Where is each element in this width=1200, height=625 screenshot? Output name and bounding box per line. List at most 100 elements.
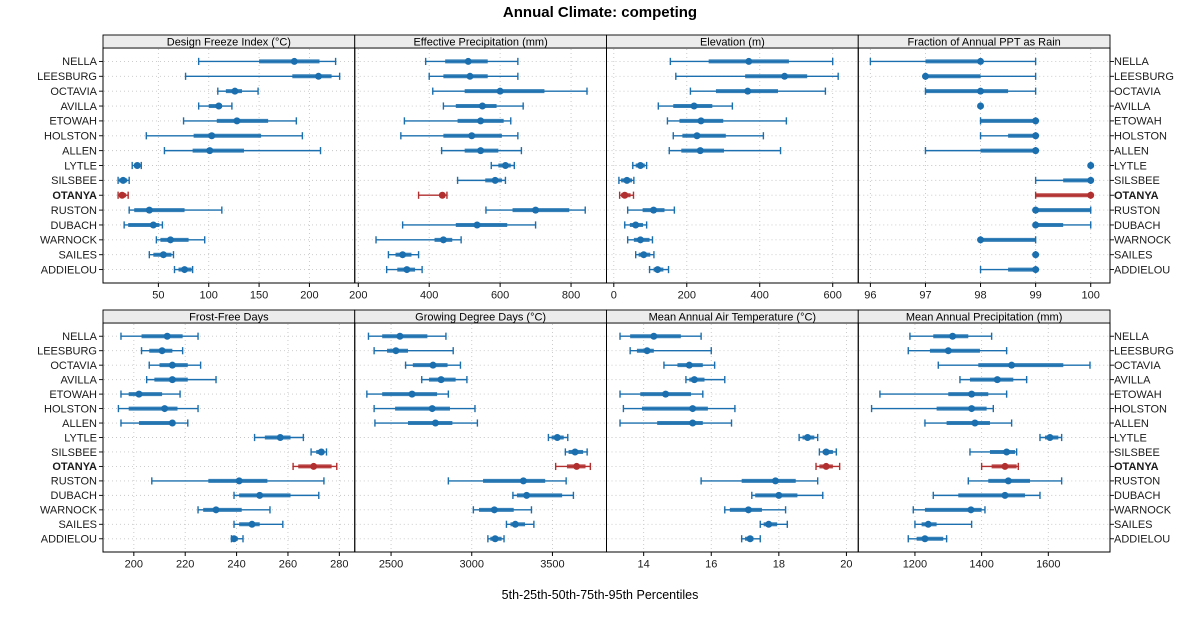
median-dot: [689, 419, 697, 427]
percentile-row-leesburg: [921, 72, 1037, 80]
axis-tick-label: 16: [705, 559, 717, 571]
station-label-left: OCTAVIA: [50, 360, 97, 372]
percentile-row-holston: [870, 404, 994, 413]
percentile-row-sailes: [1032, 251, 1040, 259]
percentile-row-silsbee: [564, 448, 588, 456]
station-label-right: NELLA: [1114, 56, 1150, 68]
percentile-row-nella: [669, 57, 834, 66]
station-label-right: WARNOCK: [1114, 505, 1172, 517]
percentile-row-avilla: [442, 102, 524, 110]
strip-title: Effective Precipitation (mm): [413, 37, 547, 49]
median-dot: [491, 176, 499, 184]
median-dot: [573, 462, 581, 470]
station-label-left: ALLEN: [62, 418, 97, 430]
percentile-row-ruston: [626, 206, 676, 214]
strip-title: Mean Annual Air Temperature (°C): [649, 312, 816, 324]
station-label-left: LYTLE: [64, 160, 97, 172]
median-dot: [804, 434, 812, 441]
percentile-row-otanya: [417, 191, 448, 199]
station-label-left: ETOWAH: [49, 389, 97, 401]
axis-tick-label: 100: [1082, 290, 1100, 302]
median-dot: [690, 102, 698, 110]
median-dot: [1032, 206, 1040, 214]
median-dot: [276, 434, 284, 441]
median-dot: [745, 57, 753, 65]
percentile-row-allen: [924, 419, 1013, 427]
percentile-row-warnock: [912, 506, 986, 514]
percentile-row-leesburg: [907, 347, 1008, 355]
median-dot: [1004, 477, 1012, 485]
median-dot: [208, 132, 216, 140]
station-label-left: WARNOCK: [40, 505, 98, 517]
station-label-right: NELLA: [1114, 331, 1150, 343]
axis-tick-label: 200: [300, 290, 318, 302]
median-dot: [473, 221, 481, 229]
station-label-right: LYTLE: [1114, 432, 1147, 444]
percentile-row-leesburg: [428, 72, 519, 80]
median-dot: [781, 72, 789, 80]
percentile-row-sailes: [634, 251, 655, 259]
percentile-row-lytle: [1087, 161, 1095, 170]
percentile-row-sailes: [233, 520, 284, 528]
percentile-row-etowah: [619, 390, 704, 398]
median-dot: [523, 491, 531, 499]
median-dot: [690, 376, 698, 384]
median-dot: [944, 347, 952, 355]
axis-tick-label: 600: [491, 290, 509, 302]
percentile-row-sailes: [148, 251, 175, 259]
percentile-row-warnock: [724, 506, 787, 514]
median-dot: [643, 347, 651, 355]
median-dot: [636, 162, 644, 169]
percentile-row-etowah: [403, 117, 512, 125]
percentile-row-dubach: [512, 491, 575, 499]
station-label-right: SAILES: [1114, 250, 1153, 262]
median-dot: [428, 405, 436, 413]
axis-tick-label: 0: [611, 290, 617, 302]
percentile-row-warnock: [375, 236, 462, 244]
axis-tick-label: 260: [279, 559, 297, 571]
percentile-row-holston: [373, 404, 476, 413]
median-dot: [119, 176, 127, 184]
median-dot: [477, 147, 485, 155]
median-dot: [977, 87, 985, 95]
percentile-row-etowah: [120, 390, 181, 398]
station-label-left: OTANYA: [52, 461, 97, 473]
station-label-left: DUBACH: [51, 490, 98, 502]
station-label-right: HOLSTON: [1114, 403, 1167, 415]
percentile-row-allen: [619, 419, 733, 427]
percentile-row-otanya: [117, 191, 129, 199]
percentile-row-warnock: [197, 506, 271, 514]
median-dot: [212, 506, 220, 514]
percentile-row-addielou: [648, 265, 670, 274]
strip-header: [857, 34, 1111, 49]
percentile-row-octavia: [404, 361, 462, 369]
median-dot: [230, 535, 238, 543]
median-dot: [496, 87, 504, 95]
percentile-row-warnock: [626, 236, 654, 244]
percentile-row-holston: [145, 132, 304, 140]
station-label-left: DUBACH: [51, 220, 98, 232]
percentile-row-dubach: [624, 221, 648, 229]
median-dot: [118, 191, 126, 199]
percentile-row-octavia: [432, 87, 588, 95]
station-label-left: LEESBURG: [37, 71, 97, 83]
median-dot: [744, 506, 752, 514]
median-dot: [439, 236, 447, 244]
axis-tick-label: 96: [864, 290, 876, 302]
axis-caption: 5th-25th-50th-75th-95th Percentiles: [501, 588, 699, 602]
axis-tick-label: 3500: [540, 559, 564, 571]
percentile-row-silsbee: [618, 176, 635, 184]
percentile-row-lytle: [798, 433, 819, 442]
station-label-left: NELLA: [62, 331, 98, 343]
percentile-row-addielou: [385, 265, 423, 274]
median-dot: [977, 57, 985, 65]
median-dot: [163, 332, 171, 340]
percentile-row-ruston: [700, 477, 819, 485]
median-dot: [490, 506, 498, 514]
median-dot: [256, 491, 264, 499]
percentile-row-etowah: [666, 117, 788, 125]
axis-tick-label: 98: [974, 290, 986, 302]
station-label-left: ADDIELOU: [41, 264, 97, 276]
percentile-row-sailes: [759, 520, 788, 528]
median-dot: [968, 390, 976, 398]
